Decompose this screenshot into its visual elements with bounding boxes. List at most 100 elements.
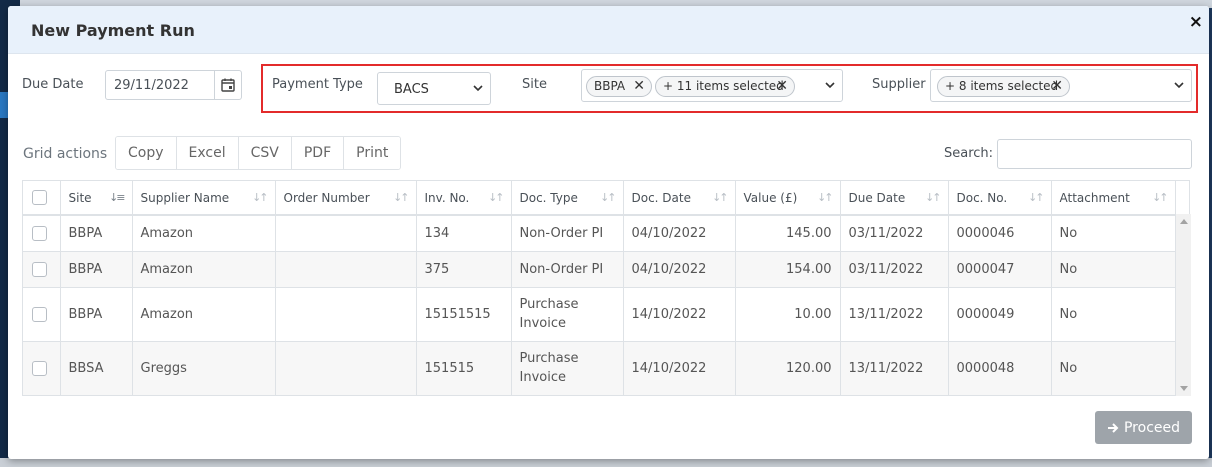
site-tag-more[interactable]: + 11 items selected ✕ <box>655 76 795 97</box>
cell-order-number <box>275 341 417 395</box>
cell-due-date: 13/11/2022 <box>840 287 949 342</box>
sort-icon[interactable]: ↓↑ <box>817 191 834 204</box>
pdf-button[interactable]: PDF <box>291 137 345 169</box>
filter-bar: Due Date 29/11/2022 Payment Type BACS Si… <box>8 64 1209 118</box>
sort-icon[interactable]: ↓↑ <box>1152 191 1169 204</box>
csv-button[interactable]: CSV <box>238 137 292 169</box>
table-row[interactable]: BBPA Amazon 15151515 Purchase Invoice 14… <box>23 287 1176 342</box>
cell-due-date: 03/11/2022 <box>840 251 949 288</box>
payment-type-value: BACS <box>394 82 429 97</box>
cell-value: 145.00 <box>735 215 841 252</box>
table-row[interactable]: BBSA Greggs 151515 Purchase Invoice 14/1… <box>23 341 1176 395</box>
sort-icon[interactable]: ↓↑ <box>488 191 505 204</box>
supplier-multiselect[interactable]: + 8 items selected ✕ <box>930 69 1192 102</box>
invoice-table: Site ↓≡ Supplier Name ↓↑ Order Number ↓↑ In… <box>22 180 1190 396</box>
table-row[interactable]: BBPA Amazon 375 Non-Order PI 04/10/2022 … <box>23 251 1176 288</box>
proceed-label: Proceed <box>1123 419 1181 436</box>
cell-attachment: No <box>1051 341 1176 395</box>
column-header-label: Attachment <box>1059 190 1130 205</box>
column-header-label: Doc. No. <box>956 190 1008 205</box>
chevron-down-icon[interactable] <box>824 79 836 91</box>
row-select-cell[interactable] <box>23 287 61 342</box>
scroll-down-arrow-icon[interactable] <box>1180 386 1188 391</box>
sort-ascending-icon[interactable]: ↓≡ <box>109 191 126 204</box>
sort-icon[interactable]: ↓↑ <box>1028 191 1045 204</box>
proceed-button[interactable]: Proceed <box>1095 411 1192 444</box>
sort-icon[interactable]: ↓↑ <box>252 191 269 204</box>
row-checkbox[interactable] <box>32 306 47 322</box>
supplier-tag[interactable]: + 8 items selected ✕ <box>937 76 1070 97</box>
column-header-value[interactable]: Value (£) ↓↑ <box>735 181 841 216</box>
excel-button[interactable]: Excel <box>176 137 239 169</box>
cell-site: BBPA <box>60 251 133 288</box>
column-header-inv-no[interactable]: Inv. No. ↓↑ <box>416 181 512 216</box>
table-scrollbar[interactable] <box>1176 214 1191 396</box>
sort-icon[interactable]: ↓↑ <box>712 191 729 204</box>
calendar-icon[interactable] <box>214 71 241 99</box>
cell-doc-no: 0000049 <box>948 287 1052 342</box>
column-header-doc-no[interactable]: Doc. No. ↓↑ <box>948 181 1052 216</box>
row-select-cell[interactable] <box>23 251 61 288</box>
cell-supplier: Amazon <box>132 287 276 342</box>
cell-doc-date: 14/10/2022 <box>623 341 736 395</box>
search-label: Search: <box>944 146 994 161</box>
site-multiselect[interactable]: BBPA ✕ + 11 items selected ✕ <box>581 69 843 102</box>
due-date-value: 29/11/2022 <box>114 78 189 93</box>
select-all-header[interactable] <box>23 181 61 216</box>
grid-toolbar: Grid actions Copy Excel CSV PDF Print Se… <box>8 136 1209 172</box>
grid-actions-label: Grid actions <box>23 146 108 162</box>
row-checkbox[interactable] <box>32 261 47 277</box>
cell-doc-no: 0000046 <box>948 215 1052 252</box>
cell-attachment: No <box>1051 215 1176 252</box>
remove-tag-icon[interactable]: ✕ <box>1051 78 1063 94</box>
payment-type-label: Payment Type <box>272 77 363 92</box>
column-header-attachment[interactable]: Attachment ↓↑ <box>1051 181 1176 216</box>
column-header-site[interactable]: Site ↓≡ <box>60 181 133 216</box>
print-button[interactable]: Print <box>344 137 401 169</box>
cell-doc-date: 04/10/2022 <box>623 215 736 252</box>
cell-inv-no: 15151515 <box>416 287 512 342</box>
select-all-checkbox[interactable] <box>32 190 47 205</box>
cell-value: 10.00 <box>735 287 841 342</box>
close-button[interactable]: × <box>1188 12 1203 32</box>
highlighted-filter-region: Payment Type BACS Site BBPA ✕ + 11 items … <box>261 64 1198 113</box>
site-tag[interactable]: BBPA ✕ <box>586 76 652 97</box>
supplier-label: Supplier <box>872 77 926 92</box>
site-tag-more-label: + 11 items selected <box>663 79 784 93</box>
due-date-field[interactable]: 29/11/2022 <box>105 70 242 100</box>
modal-title: New Payment Run <box>31 21 195 40</box>
column-header-doc-date[interactable]: Doc. Date ↓↑ <box>623 181 736 216</box>
column-header-due-date[interactable]: Due Date ↓↑ <box>840 181 949 216</box>
column-header-supplier-name[interactable]: Supplier Name ↓↑ <box>132 181 276 216</box>
sort-icon[interactable]: ↓↑ <box>600 191 617 204</box>
cell-doc-date: 14/10/2022 <box>623 287 736 342</box>
remove-tag-icon[interactable]: ✕ <box>776 78 788 94</box>
remove-tag-icon[interactable]: ✕ <box>633 78 645 94</box>
sort-icon[interactable]: ↓↑ <box>925 191 942 204</box>
column-header-order-number[interactable]: Order Number ↓↑ <box>275 181 417 216</box>
scroll-up-arrow-icon[interactable] <box>1180 219 1188 224</box>
row-checkbox[interactable] <box>32 360 47 376</box>
cell-doc-type: Purchase Invoice <box>511 341 624 395</box>
grid-actions-buttons: Copy Excel CSV PDF Print <box>115 136 402 170</box>
row-select-cell[interactable] <box>23 215 61 252</box>
search-input[interactable] <box>997 139 1192 169</box>
chevron-down-icon[interactable] <box>1173 79 1185 91</box>
row-checkbox[interactable] <box>32 225 47 241</box>
table-row[interactable]: BBPA Amazon 134 Non-Order PI 04/10/2022 … <box>23 215 1176 252</box>
modal-header: New Payment Run × <box>8 6 1209 54</box>
background-app-bottom <box>0 458 1212 467</box>
cell-supplier: Amazon <box>132 251 276 288</box>
row-select-cell[interactable] <box>23 341 61 395</box>
column-header-label: Value (£) <box>743 190 798 205</box>
cell-site: BBPA <box>60 287 133 342</box>
cell-doc-type: Purchase Invoice <box>511 287 624 342</box>
column-header-doc-type[interactable]: Doc. Type ↓↑ <box>511 181 624 216</box>
payment-type-select[interactable]: BACS <box>377 72 491 105</box>
background-app-top <box>0 0 1212 8</box>
copy-button[interactable]: Copy <box>116 137 177 169</box>
table-header-row: Site ↓≡ Supplier Name ↓↑ Order Number ↓↑ In… <box>23 181 1176 216</box>
cell-inv-no: 375 <box>416 251 512 288</box>
sort-icon[interactable]: ↓↑ <box>393 191 410 204</box>
cell-inv-no: 134 <box>416 215 512 252</box>
